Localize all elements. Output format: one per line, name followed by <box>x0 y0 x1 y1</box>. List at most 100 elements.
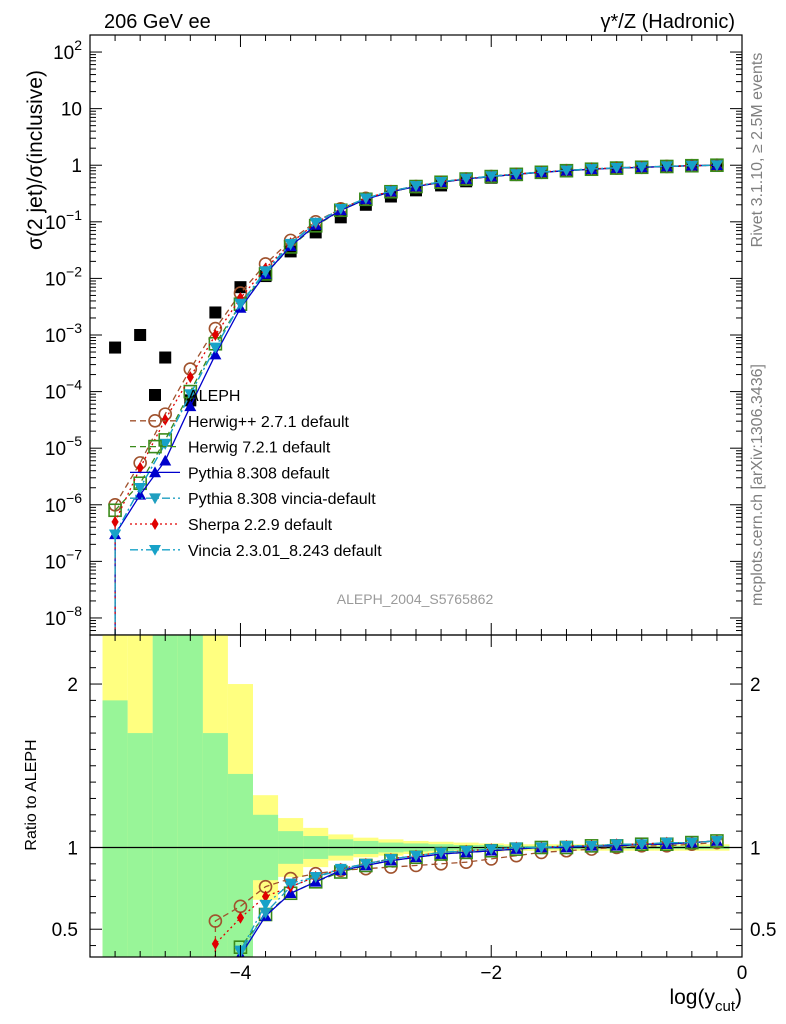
data-point <box>184 400 197 412</box>
y-tick-label: 10−8 <box>45 603 82 630</box>
legend-label: Herwig++ 2.7.1 default <box>188 414 350 431</box>
data-point <box>309 217 322 229</box>
series-vincia-2-3-01-8-243-default <box>109 160 723 635</box>
data-point <box>159 438 172 450</box>
ratio-data-point <box>635 839 648 851</box>
legend-label: Vincia 2.3.01_8.243 default <box>188 543 382 560</box>
ratio-data-point <box>685 837 698 849</box>
data-point <box>109 529 122 541</box>
data-point <box>159 454 172 466</box>
ratio-data-point <box>309 872 322 883</box>
data-point <box>161 413 169 426</box>
data-point <box>510 169 523 180</box>
data-point <box>134 329 147 341</box>
header-left: 206 GeV ee <box>104 11 211 33</box>
ratio-y-tick-label-right: 1 <box>750 838 761 859</box>
band-bin <box>152 635 178 957</box>
ratio-data-point <box>485 844 498 856</box>
data-point <box>111 515 119 528</box>
legend-label: Pythia 8.308 vincia-default <box>188 491 376 508</box>
data-point <box>435 176 448 188</box>
series-line <box>114 164 717 511</box>
data-point <box>334 203 347 215</box>
legend-entry: Pythia 8.308 default <box>130 465 330 482</box>
ratio-band-inner <box>102 635 730 957</box>
data-point <box>209 306 222 319</box>
band-bin <box>227 773 253 957</box>
data-point <box>610 163 623 174</box>
data-point <box>209 348 222 360</box>
ratio-data-point <box>208 914 223 928</box>
legend: ALEPH Herwig++ 2.7.1 default Herwig 7.2.1 … <box>130 388 382 560</box>
legend-label: Herwig 7.2.1 default <box>188 440 331 457</box>
data-point <box>259 266 272 278</box>
ratio-data-point <box>460 845 473 857</box>
legend-entry: Herwig 7.2.1 default <box>130 440 331 457</box>
ratio-y-tick-label-right: 0.5 <box>750 920 776 941</box>
main-plot-area <box>108 158 724 635</box>
data-point <box>134 482 147 494</box>
y-tick-label: 1 <box>71 156 82 177</box>
data-point <box>535 167 548 178</box>
y-tick-label: 10−6 <box>45 490 82 517</box>
band-bin <box>102 700 128 957</box>
ratio-series-line <box>214 841 717 957</box>
data-point <box>560 165 573 177</box>
rivet-version-label: Rivet 3.1.10, ≥ 2.5M events <box>749 53 766 248</box>
legend-marker <box>148 413 162 428</box>
data-point <box>184 389 197 401</box>
ratio-data-point <box>261 890 270 903</box>
legend-label: ALEPH <box>188 388 240 405</box>
ratio-data-point <box>384 854 397 865</box>
legend-marker <box>151 518 159 530</box>
main-y-axis-title: σ(2 jet)/σ(inclusive) <box>24 70 47 250</box>
legend-marker <box>149 493 161 505</box>
legend-marker <box>149 466 161 478</box>
ratio-y-axis-title: Ratio to ALEPH <box>23 739 40 850</box>
analysis-watermark: ALEPH_2004_S5765862 <box>337 591 494 607</box>
ratio-series-vincia-2-3-01-8-243-default <box>234 836 723 957</box>
data-point <box>685 160 698 172</box>
data-point <box>211 329 219 341</box>
legend-entry: Sherpa 2.2.9 default <box>130 517 333 534</box>
ratio-data-point <box>259 899 272 911</box>
legend-entry: Pythia 8.308 vincia-default <box>130 491 376 508</box>
ratio-plot-area <box>90 635 742 957</box>
data-point <box>635 162 648 174</box>
ratio-data-point <box>211 937 219 950</box>
ratio-plot: 0.5 0.5 1 1 2 2 −4 −2 0 <box>52 634 776 984</box>
y-tick-label: 10−3 <box>45 320 82 347</box>
data-point <box>384 186 397 198</box>
x-axis-title: log(ycut) <box>669 986 742 1015</box>
ratio-data-point <box>585 841 598 852</box>
band-bin <box>202 733 228 957</box>
data-point <box>660 161 673 173</box>
ratio-data-point <box>334 863 347 875</box>
y-tick-label: 10−7 <box>45 546 82 573</box>
legend-entry: ALEPH <box>149 388 240 405</box>
ratio-data-point <box>560 841 573 852</box>
data-point <box>186 371 194 384</box>
main-plot: 10−8 10−7 10−6 10−5 10−4 10−3 10−2 10−1 1 10 102 <box>45 34 743 636</box>
ratio-data-point <box>660 837 673 849</box>
ratio-data-point <box>535 842 548 854</box>
ratio-data-point <box>510 842 523 854</box>
x-tick-label: 0 <box>737 963 748 984</box>
y-tick-label: 10−4 <box>45 377 82 404</box>
data-point <box>359 193 372 205</box>
ratio-y-tick-label: 1 <box>67 838 78 859</box>
ratio-data-point <box>359 859 372 870</box>
header-right: γ*/Z (Hadronic) <box>601 11 735 33</box>
legend-entry: Herwig++ 2.7.1 default <box>130 414 350 431</box>
data-point <box>710 160 723 172</box>
band-bin <box>127 733 153 957</box>
data-point <box>460 173 473 185</box>
ratio-data-point <box>236 911 245 924</box>
legend-label: Pythia 8.308 default <box>188 465 330 482</box>
band-bin <box>177 635 203 957</box>
y-tick-label: 10−5 <box>45 433 82 460</box>
ratio-data-point <box>284 878 297 890</box>
data-point <box>109 341 122 354</box>
data-point <box>134 488 147 500</box>
